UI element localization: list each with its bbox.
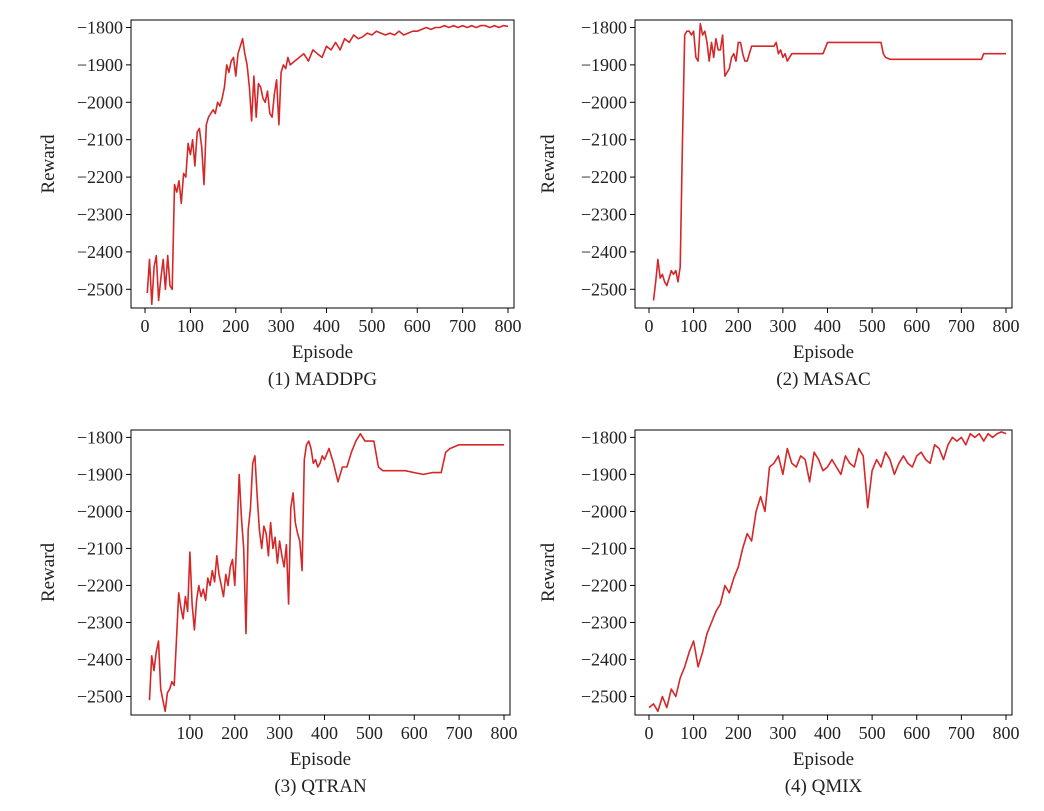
x-tick-label: 200 [725, 723, 752, 743]
reward-series-line [148, 432, 504, 713]
y-tick-label: −2500 [77, 279, 123, 299]
y-tick-label: −2300 [581, 204, 627, 224]
y-tick-label: −2400 [77, 649, 123, 669]
y-tick-label: −1800 [77, 427, 123, 447]
y-tick-label: −2300 [581, 612, 627, 632]
y-tick-label: −1900 [77, 55, 123, 75]
panel-caption: (3) QTRAN [274, 776, 367, 797]
panel-caption: (1) MADDPG [268, 369, 378, 390]
x-tick-label: 200 [222, 316, 249, 336]
y-tick-label: −2400 [581, 242, 627, 262]
y-tick-label: −1900 [581, 464, 627, 484]
x-tick-label: 700 [948, 723, 975, 743]
x-tick-label: 300 [769, 316, 796, 336]
y-tick-label: −2100 [581, 130, 627, 150]
y-tick-label: −2400 [77, 242, 123, 262]
x-tick-label: 200 [725, 316, 752, 336]
y-tick-label: −2400 [581, 649, 627, 669]
y-axis-title: Reward [538, 134, 559, 194]
x-tick-label: 600 [404, 316, 431, 336]
y-tick-label: −2100 [77, 538, 123, 558]
y-tick-label: −2100 [77, 130, 123, 150]
y-tick-label: −2500 [581, 686, 627, 706]
x-tick-label: 600 [903, 316, 930, 336]
plot-frame [634, 429, 1013, 716]
y-tick-label: −2200 [581, 575, 627, 595]
y-tick-label: −2000 [77, 501, 123, 521]
x-tick-label: 600 [401, 723, 428, 743]
y-tick-label: −2200 [77, 575, 123, 595]
y-tick-label: −1900 [77, 464, 123, 484]
chart-panel-masac: 0 100 200 300 400 500 600 700 800 −1800 −1900 −2000… [538, 17, 1020, 390]
y-tick-label: −2000 [581, 501, 627, 521]
reward-series-line [652, 22, 1006, 301]
x-tick-label: 100 [176, 723, 203, 743]
x-axis-title: Episode [292, 342, 353, 363]
plot-frame [130, 429, 511, 716]
x-axis-title: Episode [793, 749, 854, 770]
y-tick-label: −2500 [77, 686, 123, 706]
x-tick-label: 300 [266, 723, 293, 743]
reward-series-line [648, 431, 1007, 713]
x-tick-label: 0 [645, 723, 654, 743]
x-tick-label: 400 [814, 316, 841, 336]
y-tick-label: −1800 [77, 17, 123, 37]
y-tick-label: −2000 [77, 92, 123, 112]
x-tick-label: 800 [993, 723, 1020, 743]
x-tick-label: 500 [859, 316, 886, 336]
y-tick-label: −1800 [581, 427, 627, 447]
x-tick-label: 400 [311, 723, 338, 743]
chart-panel-qtran: 100 200 300 400 500 600 700 800 −1800 −1900 −2000 −… [38, 427, 518, 797]
x-tick-label: 100 [680, 316, 707, 336]
y-tick-label: −2000 [581, 92, 627, 112]
y-tick-label: −1800 [581, 17, 627, 37]
y-tick-label: −2300 [77, 204, 123, 224]
y-tick-label: −2500 [581, 279, 627, 299]
panel-caption: (2) MASAC [776, 369, 870, 390]
x-tick-label: 400 [814, 723, 841, 743]
x-tick-label: 300 [769, 723, 796, 743]
chart-panel-maddpg: 0 100 200 300 400 500 600 700 800 −1800 −1900 −2000… [38, 17, 522, 390]
y-tick-label: −2300 [77, 612, 123, 632]
reward-series-line [146, 24, 509, 306]
x-tick-label: 800 [495, 316, 522, 336]
x-tick-label: 200 [221, 723, 248, 743]
x-tick-label: 100 [680, 723, 707, 743]
x-tick-label: 500 [859, 723, 886, 743]
x-axis-title: Episode [793, 342, 854, 363]
y-axis-title: Reward [538, 542, 559, 602]
x-tick-label: 0 [141, 316, 150, 336]
y-tick-label: −2200 [77, 167, 123, 187]
x-tick-label: 800 [993, 316, 1020, 336]
y-tick-label: −1900 [581, 55, 627, 75]
y-axis-title: Reward [38, 134, 59, 194]
chart-panel-qmix: 0 100 200 300 400 500 600 700 800 −1800 −1900 −2000… [538, 427, 1020, 797]
x-tick-label: 500 [358, 316, 385, 336]
x-tick-label: 700 [446, 723, 473, 743]
x-tick-label: 800 [491, 723, 518, 743]
plot-frame [130, 19, 515, 309]
x-tick-label: 700 [449, 316, 476, 336]
x-axis-title: Episode [290, 749, 351, 770]
x-tick-label: 300 [268, 316, 295, 336]
x-tick-label: 400 [313, 316, 340, 336]
panel-caption: (4) QMIX [785, 776, 863, 797]
x-tick-label: 500 [356, 723, 383, 743]
y-tick-label: −2100 [581, 538, 627, 558]
x-tick-label: 0 [645, 316, 654, 336]
y-tick-label: −2200 [581, 167, 627, 187]
x-tick-label: 700 [948, 316, 975, 336]
x-tick-label: 600 [903, 723, 930, 743]
x-tick-label: 100 [177, 316, 204, 336]
y-axis-title: Reward [38, 542, 59, 602]
plot-frame [634, 19, 1013, 309]
